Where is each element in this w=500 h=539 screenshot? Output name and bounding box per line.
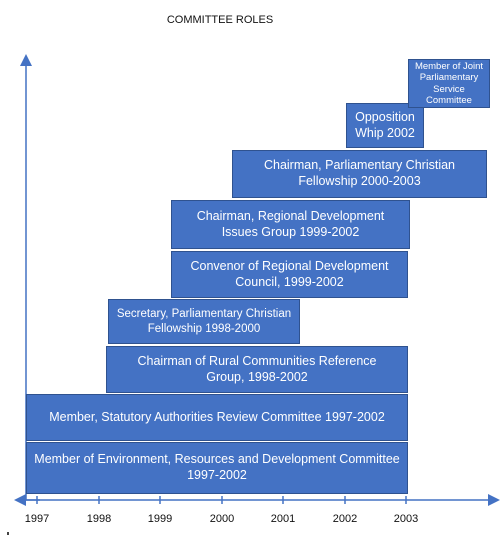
role-statutory-authorities-review: Member, Statutory Authorities Review Com… <box>26 394 408 441</box>
tick-label-1998: 1998 <box>86 513 112 525</box>
tick-label-1999: 1999 <box>147 513 173 525</box>
role-rural-communities-reference: Chairman of Rural Communities Reference … <box>106 346 408 393</box>
tick-label-2002: 2002 <box>332 513 358 525</box>
role-regional-development-council: Convenor of Regional Development Council… <box>171 251 408 298</box>
tick-label-2003: 2003 <box>393 513 419 525</box>
role-regional-development-issues: Chairman, Regional Development Issues Gr… <box>171 200 410 249</box>
role-joint-parliamentary-service: Member of Joint Parliamentary Service Co… <box>408 59 490 108</box>
tick-label-2001: 2001 <box>270 513 296 525</box>
tick-label-2000: 2000 <box>209 513 235 525</box>
role-secretary-christian-fellowship: Secretary, Parliamentary Christian Fello… <box>108 299 300 344</box>
role-opposition-whip: Opposition Whip 2002 <box>346 103 424 148</box>
role-chairman-christian-fellowship: Chairman, Parliamentary Christian Fellow… <box>232 150 487 198</box>
role-environment-resources-development: Member of Environment, Resources and Dev… <box>26 442 408 494</box>
chart-title: COMMITTEE ROLES <box>166 14 274 26</box>
stray-mark <box>7 532 9 535</box>
tick-label-1997: 1997 <box>24 513 50 525</box>
